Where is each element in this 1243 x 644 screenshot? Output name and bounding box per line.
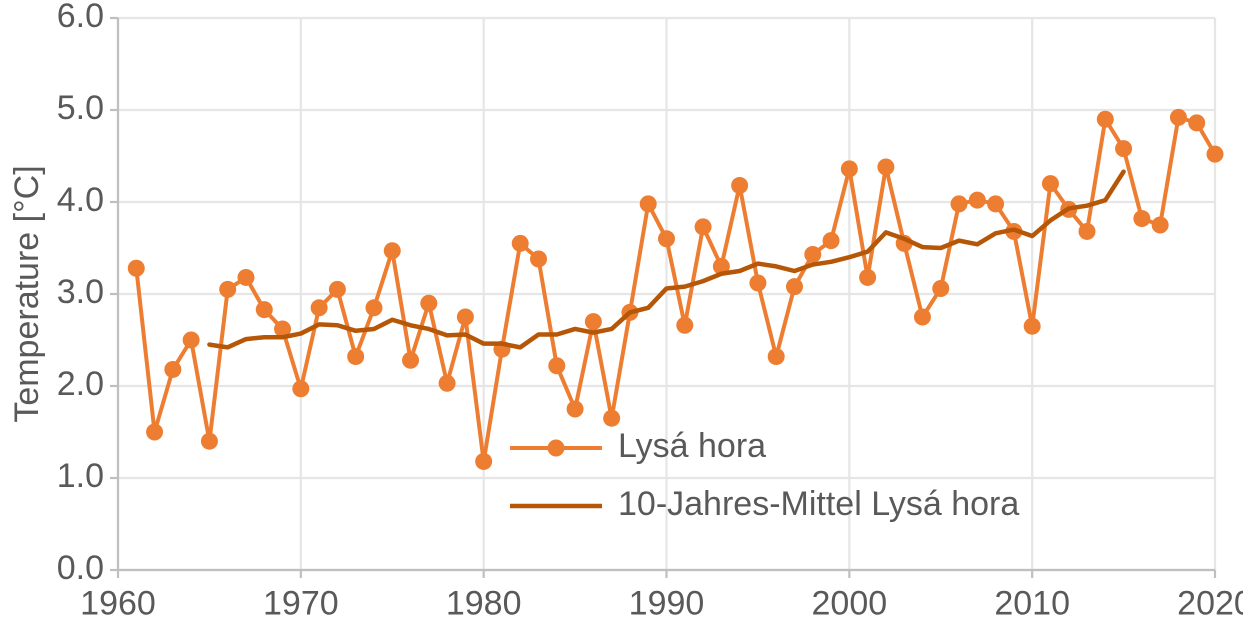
series-marker-0 — [841, 160, 858, 177]
series-marker-0 — [311, 299, 328, 316]
y-tick-label: 5.0 — [57, 89, 104, 127]
series-marker-0 — [164, 361, 181, 378]
series-marker-0 — [768, 348, 785, 365]
x-tick-label: 2010 — [994, 585, 1070, 623]
legend-label: Lysá hora — [618, 427, 766, 465]
series-marker-0 — [347, 348, 364, 365]
x-tick-label: 1990 — [629, 585, 705, 623]
series-marker-0 — [237, 269, 254, 286]
series-marker-0 — [1024, 318, 1041, 335]
series-marker-0 — [420, 295, 437, 312]
series-marker-0 — [475, 453, 492, 470]
series-marker-0 — [658, 230, 675, 247]
legend-label: 10-Jahres-Mittel Lysá hora — [618, 485, 1019, 523]
series-marker-0 — [146, 424, 163, 441]
series-marker-0 — [786, 278, 803, 295]
series-marker-0 — [731, 177, 748, 194]
series-marker-0 — [914, 309, 931, 326]
series-marker-0 — [859, 269, 876, 286]
y-tick-label: 2.0 — [57, 365, 104, 403]
series-marker-0 — [128, 260, 145, 277]
series-marker-0 — [1133, 210, 1150, 227]
series-marker-0 — [1170, 109, 1187, 126]
y-tick-label: 4.0 — [57, 181, 104, 219]
series-marker-0 — [567, 401, 584, 418]
series-marker-0 — [585, 313, 602, 330]
series-marker-0 — [1097, 111, 1114, 128]
series-marker-0 — [969, 192, 986, 209]
series-marker-0 — [457, 309, 474, 326]
series-marker-0 — [256, 301, 273, 318]
series-marker-0 — [676, 317, 693, 334]
series-marker-0 — [1152, 217, 1169, 234]
x-tick-label: 1980 — [446, 585, 522, 623]
series-marker-0 — [530, 251, 547, 268]
series-marker-0 — [1207, 146, 1224, 163]
y-tick-label: 1.0 — [57, 457, 104, 495]
series-marker-0 — [512, 235, 529, 252]
series-marker-0 — [804, 246, 821, 263]
y-tick-label: 0.0 — [57, 549, 104, 587]
legend-sample-marker — [548, 440, 565, 457]
series-marker-0 — [365, 299, 382, 316]
series-marker-0 — [932, 280, 949, 297]
x-tick-label: 2020 — [1177, 585, 1243, 623]
x-tick-label: 1970 — [263, 585, 339, 623]
series-marker-0 — [603, 410, 620, 427]
series-marker-0 — [640, 195, 657, 212]
series-marker-0 — [183, 332, 200, 349]
y-tick-label: 3.0 — [57, 273, 104, 311]
series-marker-0 — [987, 195, 1004, 212]
series-marker-0 — [951, 195, 968, 212]
series-marker-0 — [1079, 223, 1096, 240]
x-tick-label: 2000 — [812, 585, 888, 623]
series-marker-0 — [877, 159, 894, 176]
series-marker-0 — [219, 281, 236, 298]
series-marker-0 — [292, 380, 309, 397]
series-marker-0 — [402, 352, 419, 369]
series-marker-0 — [823, 232, 840, 249]
temperature-chart: 0.0 1.0 2.0 3.0 4.0 5.0 6.0 1960 1970 1980 1990 200… — [0, 0, 1243, 644]
y-tick-label: 6.0 — [57, 0, 104, 35]
series-marker-0 — [1115, 140, 1132, 157]
x-tick-label: 1960 — [80, 585, 156, 623]
series-marker-0 — [329, 281, 346, 298]
series-marker-0 — [749, 274, 766, 291]
series-marker-0 — [695, 218, 712, 235]
series-marker-0 — [1188, 114, 1205, 131]
series-marker-0 — [201, 433, 218, 450]
series-marker-0 — [1042, 175, 1059, 192]
chart-svg: 0.0 1.0 2.0 3.0 4.0 5.0 6.0 1960 1970 1980 1990 200… — [0, 0, 1243, 644]
y-axis-label: Temperature [°C] — [8, 165, 46, 422]
series-marker-0 — [548, 357, 565, 374]
series-marker-0 — [439, 375, 456, 392]
series-marker-0 — [384, 242, 401, 259]
